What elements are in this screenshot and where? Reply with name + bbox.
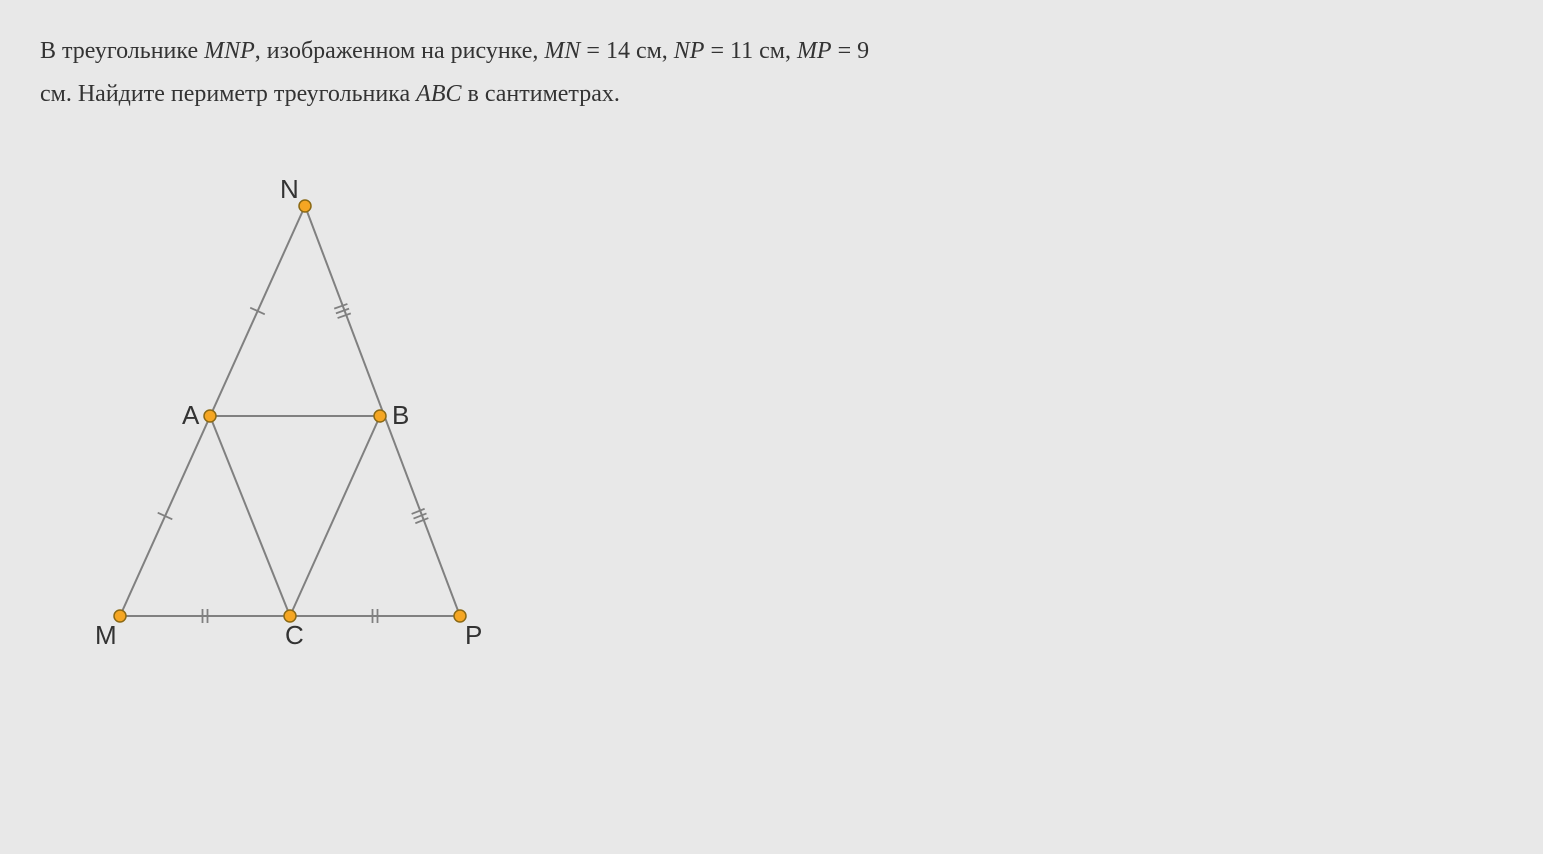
eq-np: NP: [674, 38, 705, 64]
triangle-mnp: MNP: [204, 38, 255, 64]
triangle-diagram: N A B M C P: [90, 166, 1503, 666]
svg-text:B: B: [392, 400, 409, 430]
svg-text:N: N: [280, 174, 299, 204]
problem-statement: В треугольнике MNP, изображенном на рису…: [40, 30, 1503, 116]
svg-text:M: M: [95, 620, 117, 650]
text-prefix-2: см. Найдите периметр треугольника: [40, 81, 416, 107]
eq-mn: MN: [544, 38, 580, 64]
text-mid-1: , изображенном на рисунке,: [255, 38, 545, 64]
text-suffix-2: в сантиметрах.: [461, 81, 619, 107]
eq-mn-val: = 14 см,: [580, 38, 673, 64]
eq-mp: MP: [797, 38, 832, 64]
triangle-abc: ABC: [416, 81, 461, 107]
eq-np-val: = 11 см,: [704, 38, 796, 64]
svg-text:A: A: [182, 400, 200, 430]
svg-text:P: P: [465, 620, 482, 650]
diagram-svg: N A B M C P: [90, 166, 510, 666]
text-prefix-1: В треугольнике: [40, 38, 204, 64]
eq-mp-val: = 9: [832, 38, 870, 64]
svg-text:C: C: [285, 620, 304, 650]
